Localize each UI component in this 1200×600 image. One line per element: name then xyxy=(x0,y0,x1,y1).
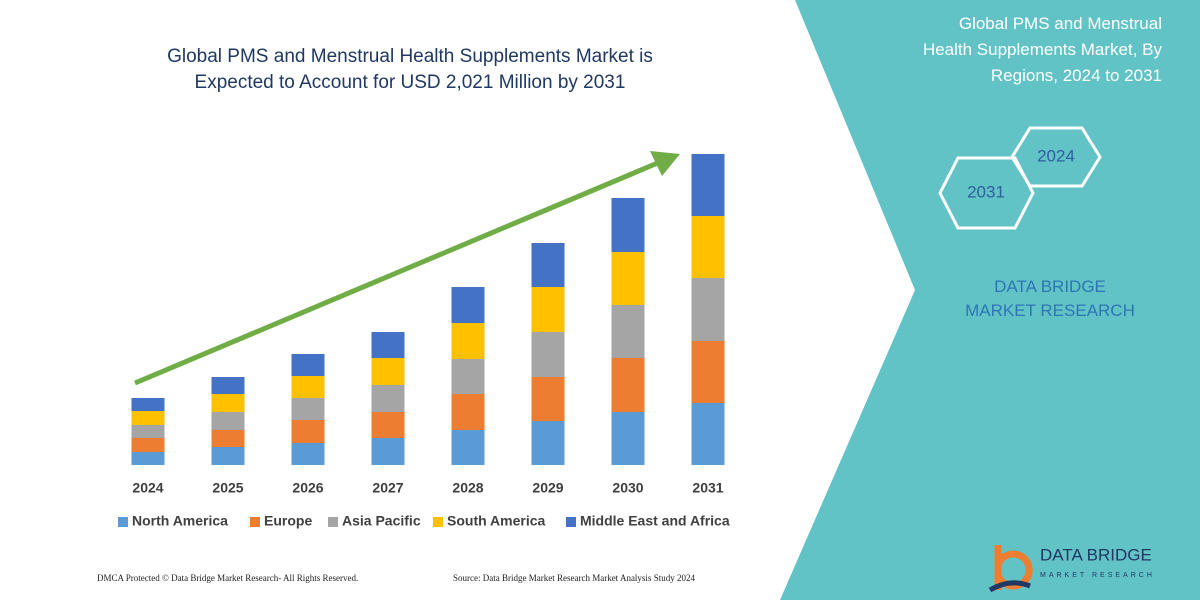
legend-label: North America xyxy=(132,513,228,529)
bar-segment xyxy=(451,323,485,359)
bar-segment xyxy=(691,154,725,216)
bar-segment xyxy=(291,420,325,443)
x-tick-label: 2026 xyxy=(292,480,323,496)
bar-segment xyxy=(611,252,645,305)
legend-swatch xyxy=(566,517,576,527)
bar-segment xyxy=(291,376,325,398)
legend-label: South America xyxy=(447,513,545,529)
plot xyxy=(131,154,725,465)
x-tick-label: 2027 xyxy=(372,480,403,496)
x-tick-label: 2031 xyxy=(692,480,723,496)
hexagon-label: 2024 xyxy=(1037,146,1075,165)
arrow-head xyxy=(650,151,680,176)
logo-name: DATA BRIDGE xyxy=(1040,545,1152,564)
bar-segment xyxy=(451,287,485,323)
hexagon-label: 2031 xyxy=(967,182,1005,201)
chart-title: Global PMS and Menstrual Health Suppleme… xyxy=(167,46,653,93)
legend-swatch xyxy=(328,517,338,527)
bar-segment xyxy=(371,438,405,465)
bar-segment xyxy=(691,341,725,403)
side-title: Global PMS and Menstrual Health Supplemen… xyxy=(923,14,1163,85)
brand-text: DATA BRIDGE MARKET RESEARCH xyxy=(965,277,1135,320)
bar-segment xyxy=(531,421,565,465)
x-tick-label: 2030 xyxy=(612,480,643,496)
bar-segment xyxy=(531,243,565,287)
legend-swatch xyxy=(250,517,260,527)
bar-segment xyxy=(291,443,325,465)
bar-segment xyxy=(131,438,165,452)
bar-segment xyxy=(611,358,645,412)
bar-segment xyxy=(131,425,165,438)
footer-source: Source: Data Bridge Market Research Mark… xyxy=(453,573,695,583)
x-tick-label: 2028 xyxy=(452,480,483,496)
bar-segment xyxy=(211,447,245,465)
legend-swatch xyxy=(433,517,443,527)
hexagon xyxy=(938,156,1035,230)
legend-label: Middle East and Africa xyxy=(580,513,730,529)
bar-segment xyxy=(211,430,245,447)
bar-segment xyxy=(451,394,485,430)
bar-segment xyxy=(371,332,405,358)
legend-swatch xyxy=(118,517,128,527)
bar-segment xyxy=(611,305,645,358)
bar-segment xyxy=(211,377,245,394)
legend-label: Asia Pacific xyxy=(342,513,421,529)
bar-segment xyxy=(211,394,245,412)
bar-segment xyxy=(291,398,325,420)
bar-segment xyxy=(211,412,245,430)
footer-copyright: DMCA Protected © Data Bridge Market Rese… xyxy=(97,573,358,583)
bar-segment xyxy=(531,287,565,332)
bar-segment xyxy=(131,398,165,411)
bar-segment xyxy=(531,377,565,421)
x-tick-label: 2024 xyxy=(132,480,163,496)
logo-icon xyxy=(988,580,1031,593)
bar-segment xyxy=(611,198,645,252)
bar-segment xyxy=(371,412,405,438)
bar-segment xyxy=(691,278,725,341)
bar-segment xyxy=(371,358,405,385)
bar-segment xyxy=(531,332,565,377)
bar-segment xyxy=(131,452,165,465)
bar-segment xyxy=(451,359,485,394)
legend-label: Europe xyxy=(264,513,312,529)
bar-segment xyxy=(691,216,725,278)
trend-arrow xyxy=(134,159,661,386)
bar-segment xyxy=(451,430,485,465)
bar-segment xyxy=(371,385,405,412)
x-tick-label: 2025 xyxy=(212,480,243,496)
bar-segment xyxy=(131,411,165,425)
bar-segment xyxy=(611,412,645,465)
x-tick-label: 2029 xyxy=(532,480,563,496)
bar-segment xyxy=(691,403,725,465)
logo-tagline: MARKET RESEARCH xyxy=(1040,572,1155,579)
bar-segment xyxy=(291,354,325,376)
